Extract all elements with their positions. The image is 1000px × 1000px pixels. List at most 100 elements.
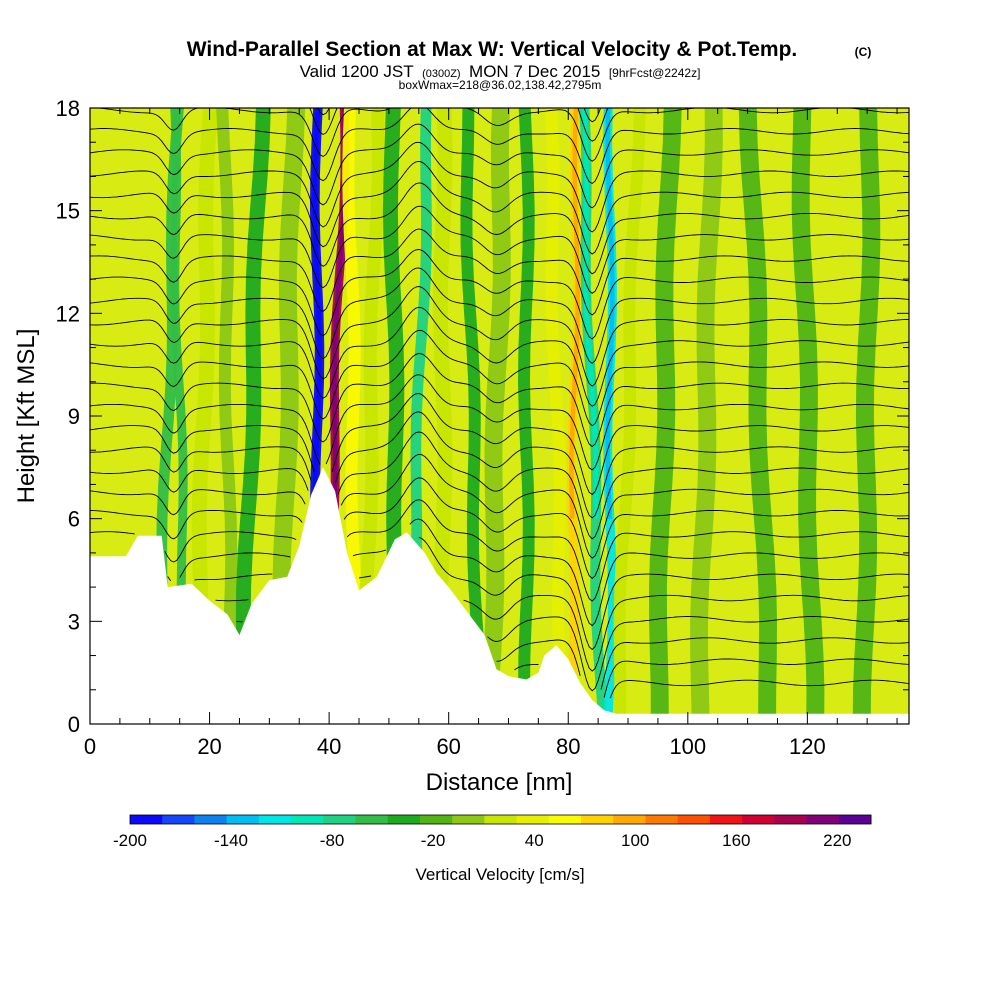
velocity-band [852, 108, 881, 724]
theta-contour [90, 182, 909, 275]
colorbar-segment [291, 815, 324, 824]
colorbar-segment [806, 815, 840, 824]
theta-contour [90, 286, 909, 387]
colorbar-segment [709, 815, 743, 824]
colorbar-segment [742, 815, 775, 824]
theta-contour [90, 141, 909, 233]
terrain-mask [90, 467, 909, 724]
theta-contour [90, 267, 909, 364]
theta-contour [496, 637, 909, 690]
colorbar-segment [613, 815, 646, 824]
colorbar-segment [774, 815, 808, 824]
velocity-band [190, 108, 218, 724]
copyright-mark: (C) [855, 45, 872, 59]
velocity-band [738, 108, 777, 724]
colorbar-segment [838, 815, 872, 824]
colorbar-tick-label: 160 [722, 831, 750, 850]
colorbar-segment [387, 815, 421, 824]
colorbar-tick-label: -20 [421, 831, 446, 850]
colorbar-tick-label: -200 [113, 831, 147, 850]
theta-contour [90, 123, 909, 209]
colorbar-tick-labels: -200 -140 -80 -20 40 100 160 220 [113, 831, 852, 850]
theta-contour [90, 453, 909, 559]
velocity-band-core [581, 108, 599, 519]
theta-contour [514, 658, 909, 698]
velocity-band [272, 108, 306, 724]
colorbar-frame [129, 814, 872, 825]
theta-contour [90, 306, 909, 407]
theta-contour [90, 411, 909, 519]
colorbar-segment [162, 815, 195, 824]
theta-contour [90, 205, 909, 294]
y-tick-label: 9 [68, 404, 80, 429]
colorbar-segment [258, 815, 292, 824]
potential-temperature-contours [90, 108, 909, 699]
colorbar-segment [548, 815, 582, 824]
velocity-band-core [605, 108, 615, 519]
theta-contour [90, 499, 909, 602]
y-axis-title: Height [Kft MSL] [13, 329, 40, 504]
velocity-band [460, 108, 488, 724]
y-tick-label: 0 [68, 712, 80, 737]
chart-title: Wind-Parallel Section at Max W: Vertical… [187, 38, 798, 61]
box-info: boxWmax=218@36.02,138.42,2795m [399, 78, 602, 92]
theta-contour [194, 536, 909, 651]
x-tick-label: 80 [556, 734, 580, 759]
colorbar [129, 814, 872, 825]
colorbar-segment [677, 815, 711, 824]
x-axis: 0 20 40 60 80 100 120 [84, 734, 826, 759]
y-tick-label: 6 [68, 507, 80, 532]
velocity-band [432, 108, 453, 724]
x-tick-label: 0 [84, 734, 96, 759]
y-tick-label: 18 [56, 96, 80, 121]
x-axis-title: Distance [nm] [426, 769, 573, 796]
velocity-band-core [569, 108, 580, 519]
plot-area [89, 107, 910, 725]
theta-contour [90, 374, 909, 471]
axis-ticks [89, 107, 909, 725]
colorbar-segment [419, 815, 453, 824]
chart-subtitle: Valid 1200 JST (0300Z) MON 7 Dec 2015 [9… [300, 62, 701, 81]
velocity-band [216, 108, 238, 724]
y-tick-label: 15 [56, 199, 80, 224]
theta-contour [215, 594, 909, 672]
velocity-band [649, 108, 682, 724]
colorbar-tick-label: -140 [214, 831, 248, 850]
y-axis: 0 3 6 9 12 15 18 [56, 96, 80, 737]
colorbar-tick-label: 100 [621, 831, 649, 850]
x-tick-label: 60 [436, 734, 460, 759]
velocity-band [342, 108, 364, 724]
colorbar-segment [516, 815, 550, 824]
theta-contour [90, 353, 909, 448]
colorbar-tick-label: -80 [320, 831, 345, 850]
x-tick-label: 40 [317, 734, 341, 759]
theta-contour [90, 108, 909, 185]
colorbar-tick-label: 220 [823, 831, 851, 850]
x-tick-label: 100 [669, 734, 706, 759]
x-tick-label: 120 [789, 734, 826, 759]
theta-contour [90, 477, 909, 580]
colorbar-segment [130, 815, 163, 824]
colorbar-title: Vertical Velocity [cm/s] [415, 865, 584, 884]
theta-contour [90, 249, 909, 340]
x-tick-label: 20 [197, 734, 221, 759]
colorbar-segment [323, 815, 357, 824]
velocity-band [690, 108, 723, 724]
colorbar-segment [452, 815, 485, 824]
theta-contour [90, 329, 909, 427]
velocity-band [357, 108, 385, 724]
theta-contour [167, 518, 909, 627]
theta-contour [90, 160, 909, 255]
velocity-band [545, 108, 570, 724]
velocity-band [235, 108, 271, 724]
colorbar-tick-label: 40 [525, 831, 544, 850]
colorbar-segment [355, 815, 389, 824]
colorbar-segment [645, 815, 679, 824]
theta-contour [90, 431, 909, 540]
y-tick-label: 12 [56, 301, 80, 326]
y-tick-label: 3 [68, 609, 80, 634]
velocity-band [170, 108, 193, 724]
theta-contour [90, 228, 909, 316]
theta-contour [90, 393, 909, 496]
